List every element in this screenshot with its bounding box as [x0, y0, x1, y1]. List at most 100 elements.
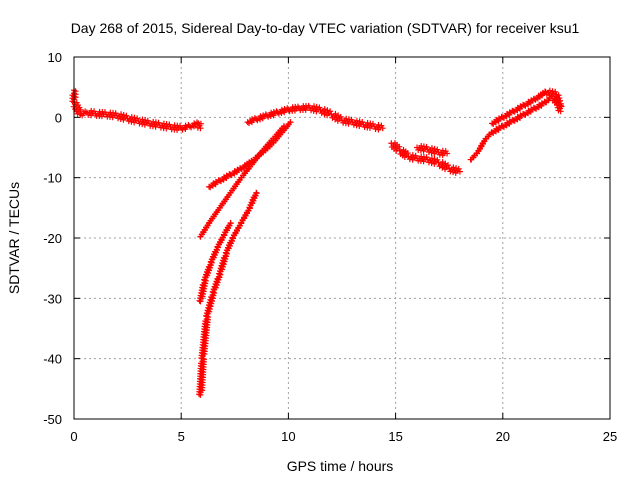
data-point — [337, 113, 344, 120]
data-point — [378, 122, 385, 129]
data-point — [277, 127, 284, 134]
data-point — [205, 263, 212, 270]
data-point — [163, 125, 170, 132]
data-point — [539, 92, 546, 99]
data-point — [208, 293, 215, 300]
data-point — [420, 158, 427, 165]
data-point — [134, 115, 141, 122]
data-point — [546, 92, 553, 99]
y-axis-label: SDTVAR / TECUs — [6, 182, 22, 294]
data-point — [517, 105, 524, 112]
data-point — [495, 117, 502, 124]
data-point — [197, 360, 204, 367]
data-point — [256, 151, 263, 158]
data-point — [555, 92, 562, 99]
data-point — [109, 114, 116, 121]
data-point — [375, 126, 382, 133]
data-point — [206, 302, 213, 309]
series-late-trace-branch — [414, 142, 451, 159]
y-tick-label: 0 — [55, 110, 62, 125]
series-evening-trace-branch — [489, 87, 565, 127]
data-point — [98, 113, 105, 120]
data-point — [302, 106, 309, 113]
data-point — [506, 120, 513, 127]
data-point — [235, 178, 242, 185]
data-point — [527, 99, 534, 106]
x-axis-ticks: 0 5 10 15 20 25 — [70, 57, 617, 444]
data-point — [506, 111, 513, 118]
data-point — [424, 156, 431, 163]
data-point — [203, 310, 210, 317]
data-point — [455, 165, 462, 172]
data-point — [366, 124, 373, 131]
data-point — [321, 111, 328, 118]
data-point — [281, 109, 288, 116]
data-point — [88, 112, 95, 119]
data-point — [409, 156, 416, 163]
data-point — [431, 160, 438, 167]
data-point — [549, 92, 556, 99]
data-point — [308, 107, 315, 114]
data-point — [214, 275, 221, 282]
data-point — [345, 120, 352, 127]
data-point — [446, 165, 453, 172]
data-point — [257, 116, 264, 123]
y-tick-label: -50 — [43, 412, 62, 427]
y-tick-label: -40 — [43, 352, 62, 367]
data-point — [406, 156, 413, 163]
data-point — [135, 117, 142, 124]
data-point — [131, 119, 138, 126]
data-point — [552, 88, 559, 95]
data-point — [425, 149, 432, 156]
data-point — [424, 146, 431, 153]
data-point — [224, 193, 231, 200]
data-point — [193, 119, 200, 126]
data-point — [306, 104, 313, 111]
data-point — [235, 224, 242, 231]
data-point — [275, 110, 282, 117]
series-late-trace — [388, 140, 463, 176]
data-point — [219, 260, 226, 267]
data-point — [287, 119, 294, 126]
data-point — [267, 113, 274, 120]
data-point — [456, 168, 463, 175]
data-point — [152, 123, 159, 130]
data-point — [452, 169, 459, 176]
data-point — [405, 153, 412, 160]
y-tick-label: 10 — [48, 50, 62, 65]
data-point — [270, 112, 277, 119]
data-point — [318, 110, 325, 117]
data-point — [139, 121, 146, 128]
data-point — [353, 122, 360, 129]
data-point — [428, 149, 435, 156]
data-point — [227, 239, 234, 246]
data-point — [120, 116, 127, 123]
data-point — [128, 118, 135, 125]
data-point — [316, 104, 323, 111]
x-tick-label: 0 — [70, 429, 77, 444]
data-point — [317, 107, 324, 114]
data-point — [212, 181, 219, 188]
x-tick-label: 10 — [281, 429, 295, 444]
data-point — [321, 106, 328, 113]
data-point — [372, 125, 379, 132]
data-point — [470, 154, 477, 161]
data-point — [447, 168, 454, 175]
data-point — [213, 208, 220, 215]
data-point — [556, 95, 563, 102]
data-point — [253, 189, 260, 196]
data-point — [281, 123, 288, 130]
data-point — [227, 219, 234, 226]
data-point — [220, 257, 227, 264]
data-point — [278, 109, 285, 116]
data-point — [444, 150, 451, 157]
data-point — [267, 139, 274, 146]
data-point — [203, 224, 210, 231]
data-point — [205, 304, 212, 311]
series-midday-trace — [244, 102, 386, 133]
series-steep-drop-inner — [196, 219, 234, 305]
data-point — [203, 312, 210, 319]
data-point — [246, 120, 253, 127]
series-falling-arc-middle — [197, 123, 288, 240]
data-point — [324, 112, 331, 119]
